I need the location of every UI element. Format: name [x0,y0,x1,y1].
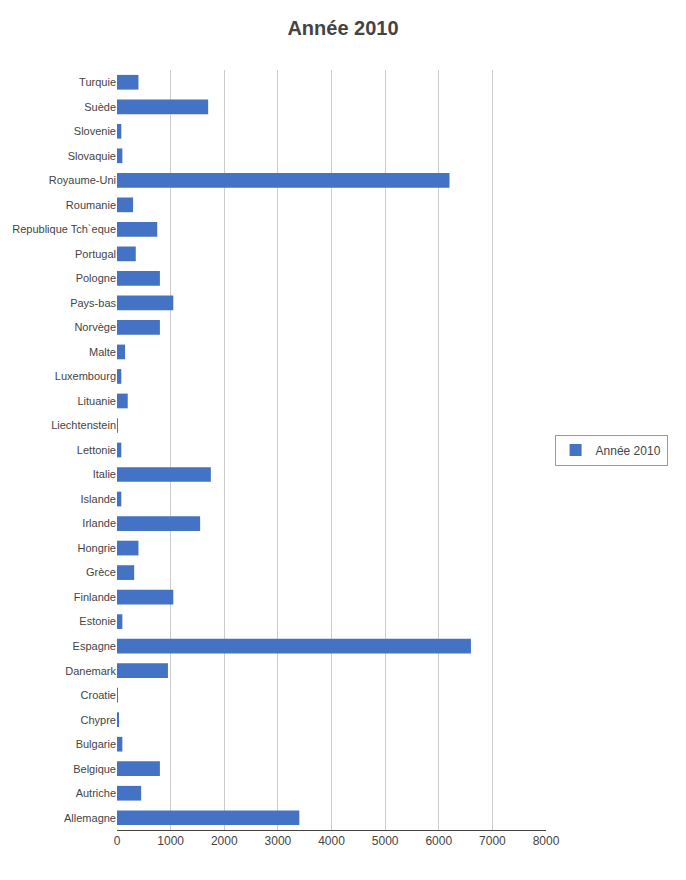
svg-text:Chypre: Chypre [81,714,116,726]
svg-text:Estonie: Estonie [79,615,116,627]
svg-text:Republique Tch`eque: Republique Tch`eque [12,223,116,235]
svg-text:7000: 7000 [479,834,506,848]
svg-text:Lettonie: Lettonie [77,444,116,456]
svg-text:Danemark: Danemark [65,665,116,677]
svg-text:Pays-bas: Pays-bas [70,297,116,309]
svg-text:Liechtenstein: Liechtenstein [51,419,116,431]
svg-text:Italie: Italie [93,468,116,480]
svg-text:Luxembourg: Luxembourg [55,370,116,382]
svg-text:Portugal: Portugal [75,248,116,260]
svg-text:Croatie: Croatie [81,689,116,701]
svg-text:Norvège: Norvège [74,321,116,333]
svg-text:Grèce: Grèce [86,566,116,578]
svg-text:Irlande: Irlande [82,517,116,529]
svg-text:Allemagne: Allemagne [64,812,116,824]
svg-text:Lituanie: Lituanie [77,395,116,407]
svg-text:Pologne: Pologne [76,272,116,284]
svg-text:Année 2010: Année 2010 [596,444,661,458]
svg-text:Finlande: Finlande [74,591,116,603]
svg-text:Royaume-Uni: Royaume-Uni [49,174,116,186]
svg-text:2000: 2000 [211,834,238,848]
svg-text:Bulgarie: Bulgarie [76,738,116,750]
svg-text:0: 0 [114,834,121,848]
svg-text:1000: 1000 [157,834,184,848]
svg-text:Islande: Islande [81,493,116,505]
svg-text:Roumanie: Roumanie [66,199,116,211]
svg-text:Espagne: Espagne [73,640,116,652]
svg-text:Slovaquie: Slovaquie [68,150,116,162]
svg-text:Turquie: Turquie [79,76,116,88]
svg-text:5000: 5000 [372,834,399,848]
svg-text:Slovenie: Slovenie [74,125,116,137]
svg-text:Malte: Malte [89,346,116,358]
svg-text:Année 2010: Année 2010 [287,17,398,39]
svg-text:Autriche: Autriche [76,787,116,799]
svg-text:Belgique: Belgique [73,763,116,775]
svg-text:6000: 6000 [425,834,452,848]
svg-text:Hongrie: Hongrie [77,542,116,554]
svg-text:8000: 8000 [533,834,560,848]
svg-text:Suède: Suède [84,101,116,113]
svg-text:3000: 3000 [265,834,292,848]
svg-text:4000: 4000 [318,834,345,848]
